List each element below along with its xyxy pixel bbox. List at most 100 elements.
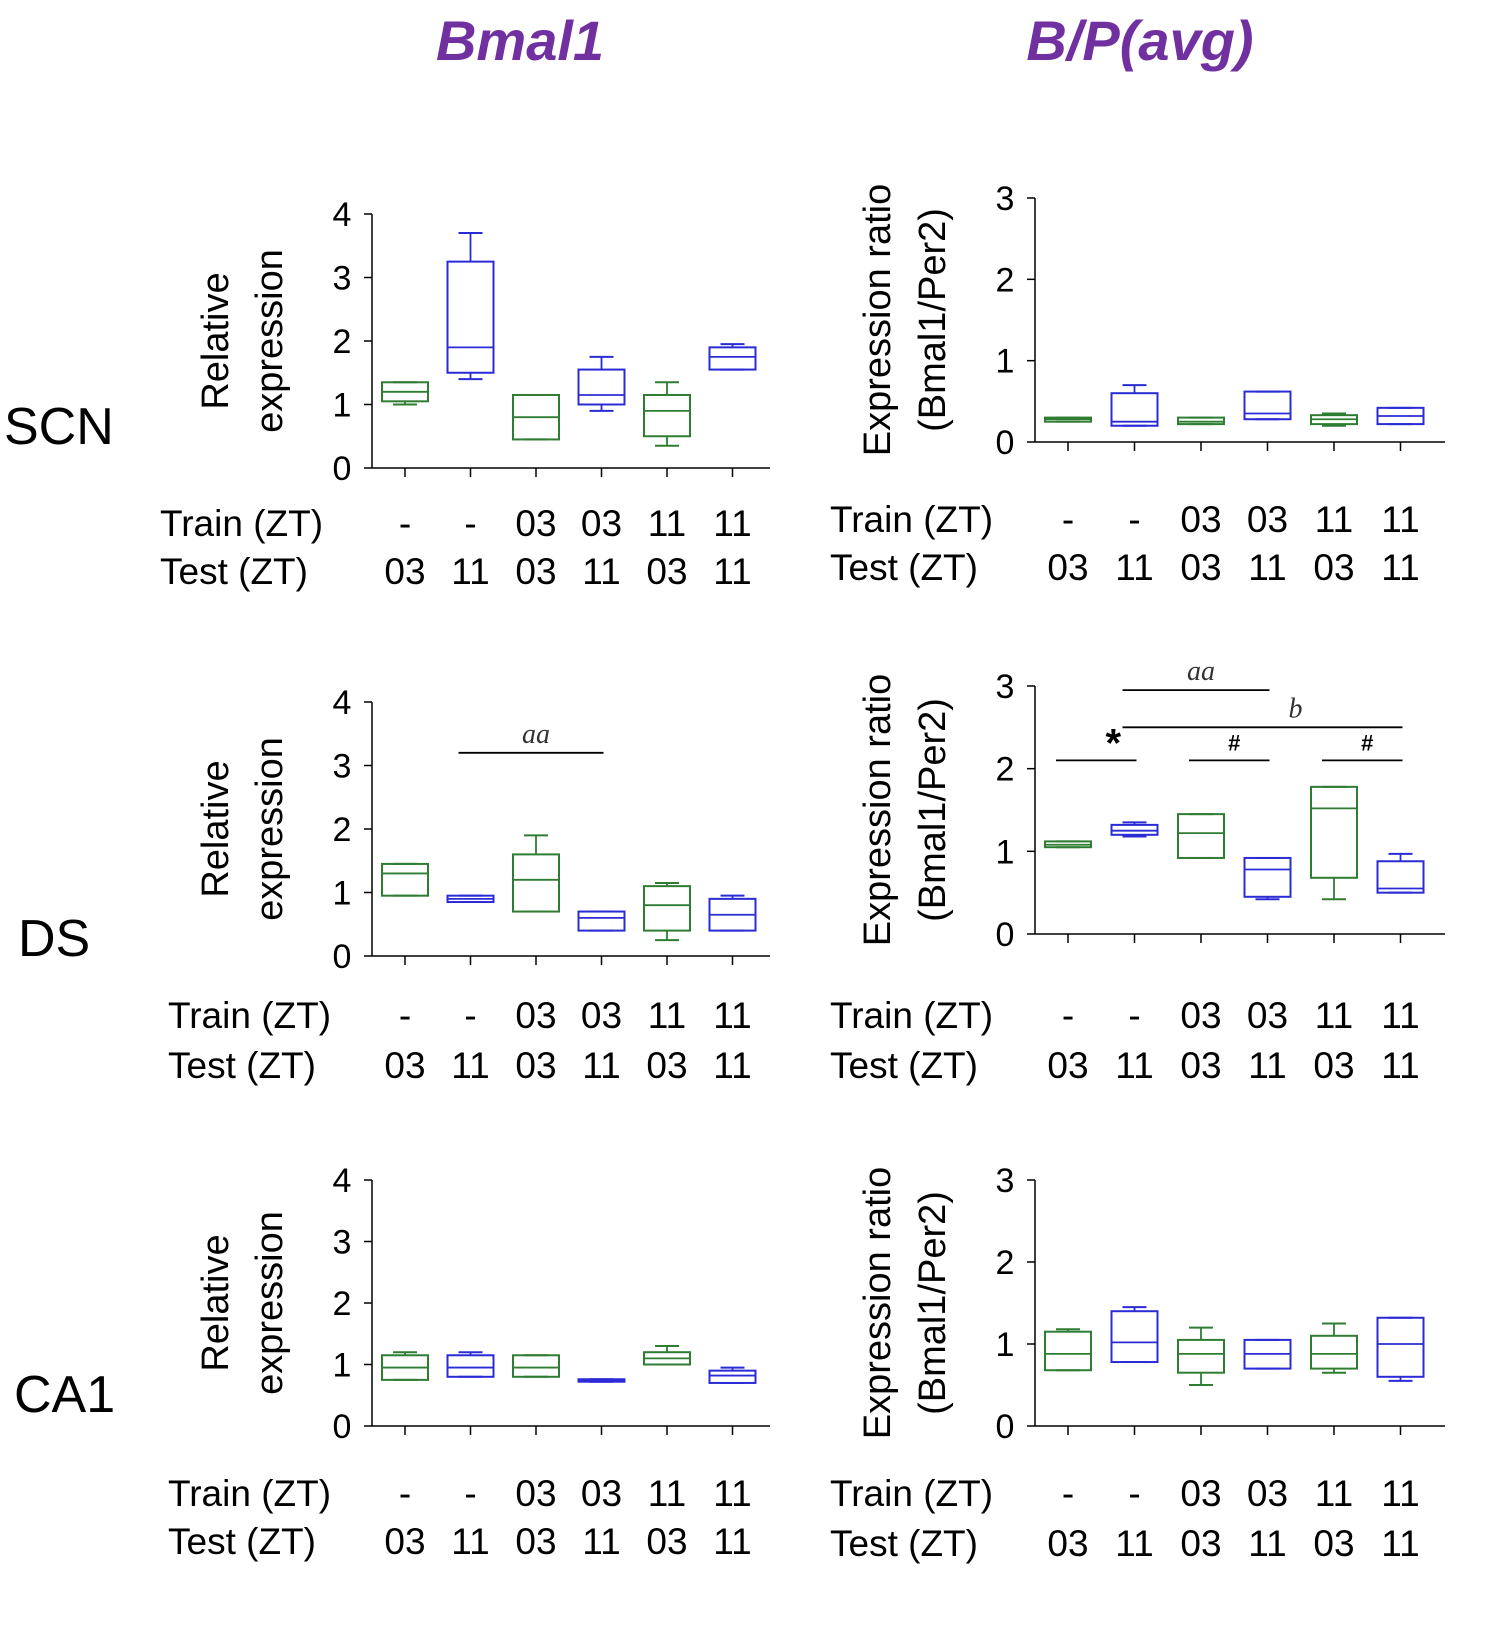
- train-value: 11: [713, 995, 751, 1036]
- box-3: [577, 910, 626, 932]
- box-0: [381, 381, 429, 406]
- box-iqr: [577, 910, 626, 932]
- test-value: 11: [1248, 1523, 1286, 1564]
- train-value: 03: [581, 995, 622, 1036]
- test-value: 03: [1180, 1045, 1221, 1086]
- test-value: 11: [1115, 1523, 1153, 1564]
- y-axis-label-line2: (Bmal1/Per2): [912, 698, 954, 922]
- test-value: 11: [1115, 1045, 1153, 1086]
- test-value: 11: [582, 551, 620, 592]
- chart-panel-ca1-bp: 0 1 2 3 Expression ratio (Bmal1/Per2) Train (Z…: [830, 1162, 1445, 1564]
- train-value: 11: [1315, 995, 1353, 1036]
- box-4: [1310, 412, 1358, 427]
- train-value: 11: [1315, 499, 1353, 540]
- test-value: 11: [713, 551, 751, 592]
- y-tick-label: 3: [333, 260, 352, 298]
- train-value: -: [399, 1473, 411, 1514]
- y-tick-label: 1: [333, 387, 352, 425]
- y-tick-label: 0: [333, 450, 352, 488]
- y-axis-label-line2: expression: [249, 249, 291, 433]
- y-tick-label: 2: [996, 751, 1015, 789]
- box-iqr: [1376, 860, 1425, 894]
- test-value: 03: [1047, 1523, 1088, 1564]
- box-iqr: [1376, 1316, 1425, 1378]
- test-value: 03: [515, 551, 556, 592]
- test-value: 03: [646, 551, 687, 592]
- column-title-bmal1: Bmal1: [436, 9, 604, 72]
- significance-annotation: #: [1189, 730, 1270, 762]
- y-axis-label-line1: Expression ratio: [857, 184, 899, 456]
- train-value: 03: [1180, 995, 1221, 1036]
- box-0: [1044, 840, 1092, 849]
- y-tick-label: 1: [996, 1326, 1015, 1364]
- box-2: [1177, 416, 1225, 426]
- box-4: [1310, 1322, 1358, 1374]
- box-3: [577, 1378, 626, 1383]
- row-label-scn: SCN: [4, 398, 114, 456]
- box-2: [512, 1354, 560, 1378]
- box-5: [708, 894, 757, 932]
- box-3: [1243, 1338, 1292, 1370]
- panels: 0 1 2 3 4 Relative expression Train (ZT) Test (Z…: [160, 180, 1445, 1564]
- test-value: 03: [646, 1045, 687, 1086]
- box-iqr: [643, 393, 691, 438]
- test-value: 03: [1313, 1045, 1354, 1086]
- column-title-bp-avg: B/P(avg): [1026, 9, 1253, 72]
- y-tick-label: 2: [996, 261, 1015, 299]
- box-5: [708, 1366, 757, 1384]
- train-value: 03: [1180, 499, 1221, 540]
- chart-panel-ds-bmal1: 0 1 2 3 4 Relative expression aa Train (ZT) Test …: [168, 684, 770, 1086]
- test-value: 11: [1381, 547, 1419, 588]
- test-value: 03: [384, 551, 425, 592]
- box-4: [643, 381, 691, 447]
- train-value: 11: [713, 1473, 751, 1514]
- test-value: 03: [1047, 547, 1088, 588]
- y-tick-label: 3: [333, 1224, 352, 1262]
- test-value: 11: [1115, 547, 1153, 588]
- y-axis-label-line2: (Bmal1/Per2): [912, 1191, 954, 1415]
- y-tick-label: 1: [996, 833, 1015, 871]
- test-value: 03: [515, 1045, 556, 1086]
- box-iqr: [1310, 785, 1358, 879]
- significance-annotation: b: [1122, 693, 1403, 729]
- y-tick-label: 0: [996, 1408, 1015, 1446]
- box-iqr: [381, 862, 429, 897]
- test-value: 11: [451, 1045, 489, 1086]
- y-tick-label: 3: [996, 668, 1015, 706]
- y-axis-label-line2: expression: [249, 737, 291, 921]
- test-row-label: Test (ZT): [830, 547, 978, 588]
- box-iqr: [1110, 392, 1159, 427]
- train-value: -: [464, 995, 476, 1036]
- box-0: [1044, 416, 1092, 423]
- box-iqr: [643, 885, 691, 932]
- train-row-label: Train (ZT): [830, 499, 993, 540]
- y-tick-label: 2: [333, 1285, 352, 1323]
- test-row-label: Test (ZT): [168, 1521, 316, 1562]
- test-row-label: Test (ZT): [160, 551, 308, 592]
- train-value: 11: [1381, 995, 1419, 1036]
- box-iqr: [446, 260, 495, 374]
- box-1: [446, 232, 495, 381]
- y-tick-label: 4: [333, 1162, 352, 1200]
- significance-annotation: aa: [458, 719, 604, 754]
- test-value: 11: [582, 1521, 620, 1562]
- train-value: 11: [648, 1473, 686, 1514]
- train-value: 03: [1247, 499, 1288, 540]
- test-value: 11: [1248, 1045, 1286, 1086]
- test-value: 03: [515, 1521, 556, 1562]
- box-iqr: [708, 346, 757, 371]
- test-value: 03: [646, 1521, 687, 1562]
- box-1: [1110, 1306, 1159, 1364]
- test-value: 11: [451, 1521, 489, 1562]
- y-tick-label: 0: [996, 424, 1015, 462]
- test-value: 03: [1313, 547, 1354, 588]
- row-label-ds: DS: [18, 910, 90, 968]
- box-1: [1110, 821, 1159, 838]
- train-value: -: [464, 503, 476, 544]
- train-row-label: Train (ZT): [830, 1473, 993, 1514]
- box-3: [1243, 390, 1292, 421]
- box-3: [577, 355, 626, 412]
- box-5: [1376, 1316, 1425, 1382]
- train-value: -: [1128, 499, 1140, 540]
